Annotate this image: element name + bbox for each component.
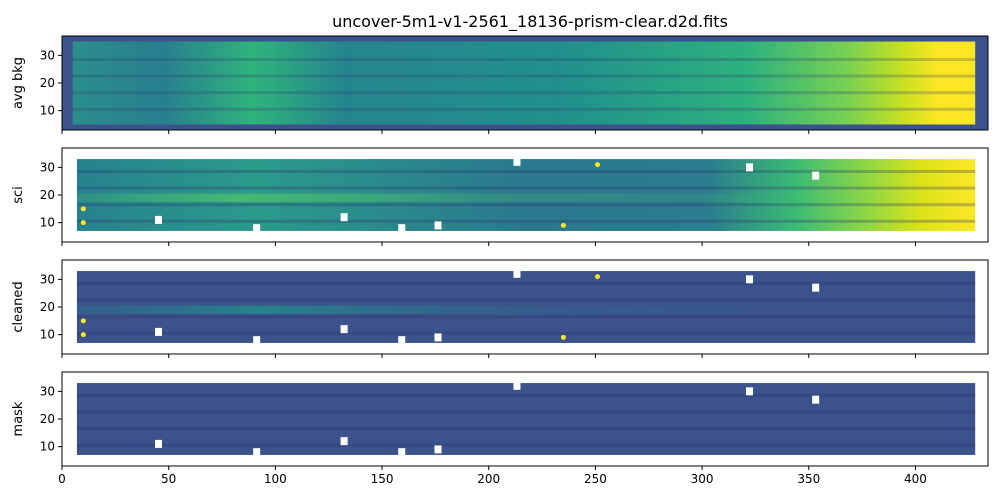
slit-stripe: [72, 91, 976, 95]
slit-stripe: [76, 282, 976, 285]
y-tick-label: 30: [40, 160, 55, 174]
panel-avg-bkg: 10 20 30 avg bkg: [11, 35, 989, 134]
masked-pixel: [398, 336, 406, 345]
slit-stripe: [76, 410, 976, 414]
masked-pixel: [812, 283, 820, 292]
masked-pixel: [812, 395, 820, 404]
hot-pixel: [595, 274, 601, 280]
image-region: [72, 41, 976, 125]
masked-pixel: [155, 327, 163, 336]
hot-pixel: [80, 332, 86, 338]
hot-pixel: [560, 222, 566, 228]
slit-stripe: [76, 298, 976, 302]
y-axis-label: sci: [11, 186, 26, 204]
masked-pixel: [155, 215, 163, 224]
y-tick-label: 10: [40, 440, 55, 454]
slit-stripe: [72, 74, 976, 78]
y-tick-label: 20: [40, 300, 55, 314]
x-tick-label: 100: [264, 472, 287, 486]
panel-mask: 10 20 30 mask 0 50 100 150 200 250 300 350 400: [11, 371, 989, 486]
y-tick-label: 10: [40, 216, 55, 230]
masked-pixel: [434, 445, 442, 454]
hot-pixel: [595, 162, 601, 168]
x-tick-label: 200: [477, 472, 500, 486]
masked-pixel: [513, 381, 521, 390]
slit-stripe: [76, 315, 976, 319]
slit-stripe: [76, 394, 976, 397]
masked-pixel: [398, 448, 406, 457]
x-tick-label: 350: [797, 472, 820, 486]
y-tick-label: 10: [40, 104, 55, 118]
x-tick-label: 250: [584, 472, 607, 486]
slit-stripe: [76, 427, 976, 431]
masked-pixel: [340, 437, 348, 446]
x-tick-label: 400: [904, 472, 927, 486]
masked-pixel: [340, 325, 348, 334]
panel-sci: 10 20 30 sci: [11, 147, 989, 246]
hot-pixel: [80, 220, 86, 226]
spectral-trace: [76, 193, 976, 202]
slit-stripe: [72, 107, 976, 111]
slit-stripe: [76, 186, 976, 190]
hot-pixel: [560, 334, 566, 340]
masked-pixel: [513, 157, 521, 166]
masked-pixel: [513, 269, 521, 278]
masked-pixel: [746, 163, 754, 172]
masked-pixel: [253, 224, 261, 233]
slit-stripe: [76, 331, 976, 335]
y-tick-label: 30: [40, 48, 55, 62]
y-tick-label: 30: [40, 272, 55, 286]
y-tick-label: 20: [40, 76, 55, 90]
x-tick-label: 150: [371, 472, 394, 486]
masked-pixel: [398, 224, 406, 233]
y-axis-label: mask: [11, 401, 26, 436]
slit-stripe: [76, 443, 976, 447]
masked-pixel: [812, 171, 820, 180]
slit-stripe: [72, 58, 976, 61]
x-tick-label: 0: [58, 472, 66, 486]
masked-pixel: [746, 275, 754, 284]
masked-pixel: [155, 439, 163, 448]
y-tick-label: 10: [40, 328, 55, 342]
spectral-trace: [76, 305, 976, 314]
x-tick-label: 300: [691, 472, 714, 486]
masked-pixel: [340, 213, 348, 222]
x-tick-label: 50: [161, 472, 176, 486]
y-tick-label: 20: [40, 412, 55, 426]
image-region: [76, 383, 976, 455]
hot-pixel: [80, 206, 86, 212]
masked-pixel: [253, 448, 261, 457]
masked-pixel: [434, 221, 442, 230]
y-tick-label: 20: [40, 188, 55, 202]
y-axis-label: cleaned: [11, 281, 26, 332]
panel-cleaned: 10 20 30 cleaned: [11, 259, 989, 358]
figure-title: uncover-5m1-v1-2561_18136-prism-clear.d2…: [332, 12, 728, 32]
y-tick-label: 30: [40, 384, 55, 398]
slit-stripe: [76, 219, 976, 223]
y-axis-label: avg bkg: [11, 57, 26, 109]
panels: 10 20 30 avg bkg 10 20 30 sci 10 20 30 cleaned 10 20 3…: [11, 35, 989, 486]
slit-stripe: [76, 170, 976, 173]
slit-stripe: [76, 203, 976, 207]
masked-pixel: [434, 333, 442, 342]
masked-pixel: [746, 387, 754, 396]
hot-pixel: [80, 318, 86, 324]
masked-pixel: [253, 336, 261, 345]
